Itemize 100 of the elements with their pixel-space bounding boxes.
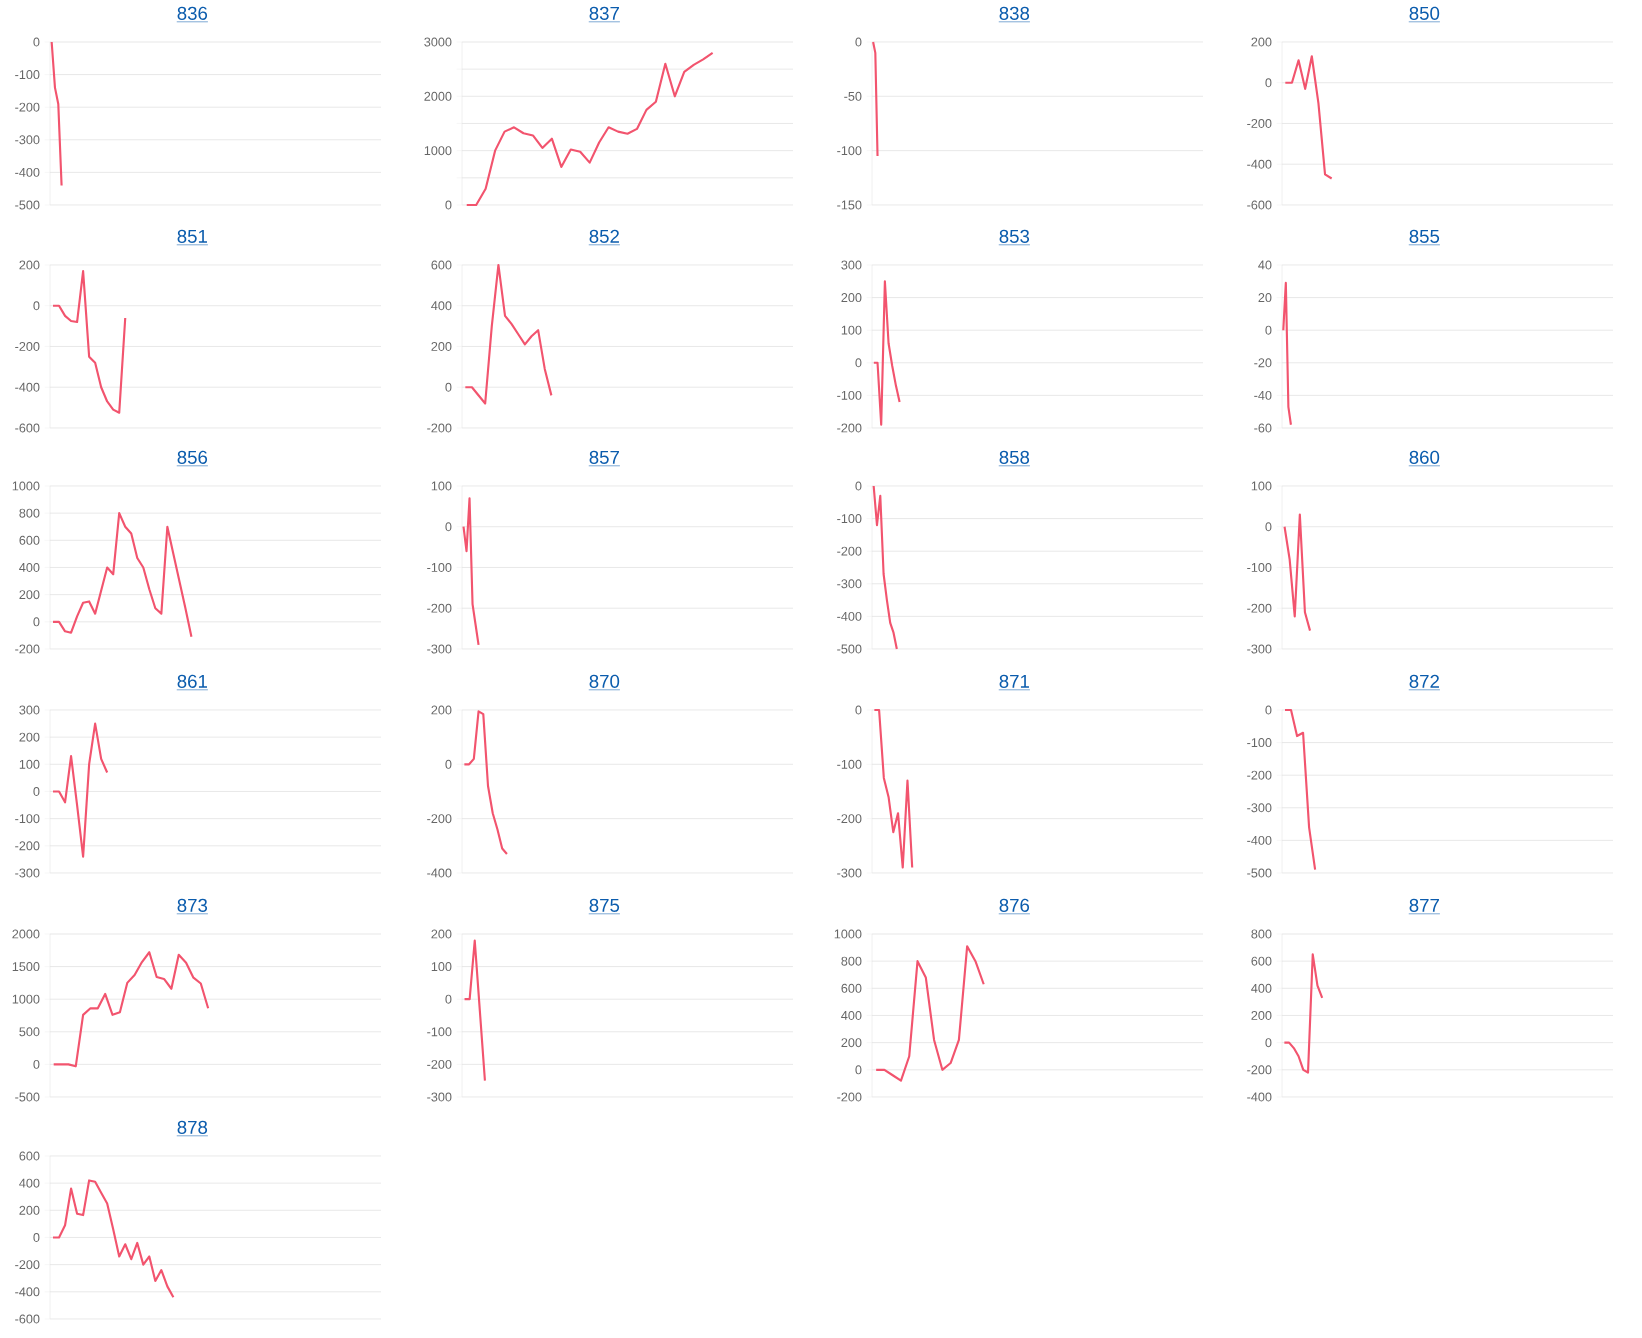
y-tick-label: -200 xyxy=(837,1092,862,1102)
y-tick-label: 0 xyxy=(33,37,40,47)
y-tick-label: -50 xyxy=(844,91,862,101)
chart-title: 871 xyxy=(999,674,1029,688)
y-tick-label: 200 xyxy=(841,1038,862,1048)
y-tick-label: 0 xyxy=(855,1065,862,1075)
y-tick-label: -500 xyxy=(15,1092,40,1102)
chart-title: 837 xyxy=(589,6,619,20)
chart-title: 861 xyxy=(177,674,207,688)
y-tick-label: -200 xyxy=(15,1260,40,1270)
y-tick-label: -400 xyxy=(15,382,40,392)
y-tick-label: -100 xyxy=(837,514,862,524)
chart-title: 877 xyxy=(1409,898,1439,912)
chart-title: 878 xyxy=(177,1120,208,1134)
y-tick-label: 400 xyxy=(841,1011,862,1020)
y-tick-label: -400 xyxy=(1247,159,1272,169)
line-series xyxy=(873,708,914,869)
y-tick-label: -600 xyxy=(15,423,40,433)
y-tick-label: -200 xyxy=(15,841,40,851)
y-tick-label: 100 xyxy=(19,759,40,769)
y-tick-label: -100 xyxy=(15,70,40,80)
y-tick-label: 0 xyxy=(855,481,862,491)
y-tick-label: 1500 xyxy=(12,962,40,972)
y-tick-label: 600 xyxy=(19,1151,40,1161)
y-tick-label: -100 xyxy=(837,146,862,156)
line-series xyxy=(872,280,901,426)
y-tick-label: 1000 xyxy=(12,481,40,491)
y-tick-label: 100 xyxy=(431,962,452,972)
y-tick-label: 0 xyxy=(445,759,452,769)
y-tick-label: 0 xyxy=(445,994,452,1004)
chart-title: 875 xyxy=(589,898,620,912)
y-tick-label: 400 xyxy=(19,563,40,572)
y-tick-label: 200 xyxy=(841,293,862,303)
y-tick-label: -200 xyxy=(427,1059,452,1069)
y-tick-label: -400 xyxy=(427,868,452,878)
line-series xyxy=(463,939,486,1082)
chart-title: 853 xyxy=(999,229,1030,243)
y-tick-label: -40 xyxy=(1254,390,1272,400)
y-tick-label: 0 xyxy=(1265,1038,1272,1048)
y-tick-label: 200 xyxy=(19,590,40,600)
chart-title: 876 xyxy=(999,898,1030,912)
y-tick-label: -150 xyxy=(837,200,862,210)
y-tick-label: -60 xyxy=(1254,423,1272,433)
y-tick-label: -300 xyxy=(837,868,862,878)
y-tick-label: -200 xyxy=(427,814,452,824)
y-tick-label: -200 xyxy=(15,341,40,351)
line-series xyxy=(463,710,508,856)
line-series xyxy=(875,945,985,1082)
y-tick-label: 400 xyxy=(1251,983,1272,993)
y-tick-label: 2000 xyxy=(12,929,40,939)
chart-title: 855 xyxy=(1409,229,1440,243)
y-tick-label: -100 xyxy=(15,814,40,824)
y-tick-label: 0 xyxy=(445,382,452,392)
y-tick-label: 200 xyxy=(431,929,452,939)
y-tick-label: 600 xyxy=(19,535,40,545)
y-tick-label: 100 xyxy=(431,481,452,491)
line-series xyxy=(51,722,109,858)
chart-title: 836 xyxy=(177,6,208,20)
y-tick-label: 0 xyxy=(855,358,862,368)
chart-title: 852 xyxy=(589,229,619,243)
line-series xyxy=(462,497,480,646)
y-tick-label: 0 xyxy=(33,1059,40,1069)
y-tick-label: -300 xyxy=(1247,644,1272,654)
y-tick-label: -300 xyxy=(15,135,40,145)
chart-title: 850 xyxy=(1409,6,1440,20)
y-tick-label: 600 xyxy=(841,983,862,993)
y-tick-label: -400 xyxy=(837,611,862,621)
line-series xyxy=(465,51,714,207)
y-tick-label: 300 xyxy=(19,705,40,715)
y-tick-label: -400 xyxy=(15,1287,40,1297)
chart-title: 858 xyxy=(999,450,1030,464)
y-tick-label: -300 xyxy=(15,868,40,878)
y-tick-label: 200 xyxy=(431,705,452,715)
y-tick-label: -200 xyxy=(837,423,862,433)
y-tick-label: 800 xyxy=(1251,929,1272,939)
y-tick-label: 500 xyxy=(19,1027,40,1037)
line-series xyxy=(50,40,63,187)
y-tick-label: 0 xyxy=(1265,705,1272,715)
y-tick-label: -100 xyxy=(427,1027,452,1037)
line-series xyxy=(1284,55,1333,180)
y-tick-label: -200 xyxy=(427,423,452,433)
y-tick-label: -500 xyxy=(15,200,40,210)
y-tick-label: 0 xyxy=(33,301,40,311)
y-tick-label: 600 xyxy=(1251,956,1272,966)
y-tick-label: -200 xyxy=(1247,770,1272,780)
chart-title: 838 xyxy=(999,6,1030,20)
y-tick-label: -600 xyxy=(15,1314,40,1324)
y-tick-label: 800 xyxy=(19,508,40,518)
y-tick-label: 0 xyxy=(1265,78,1272,88)
y-tick-label: -100 xyxy=(1247,563,1272,572)
y-tick-label: 200 xyxy=(19,260,40,270)
y-tick-label: -200 xyxy=(15,102,40,112)
y-tick-label: 0 xyxy=(33,617,40,627)
y-tick-label: -200 xyxy=(1247,1065,1272,1075)
y-tick-label: -200 xyxy=(1247,603,1272,613)
y-tick-label: -100 xyxy=(837,759,862,769)
y-tick-label: 2000 xyxy=(424,91,452,101)
line-series xyxy=(51,1179,175,1299)
y-tick-label: -300 xyxy=(1247,803,1272,813)
y-tick-label: -400 xyxy=(1247,835,1272,845)
